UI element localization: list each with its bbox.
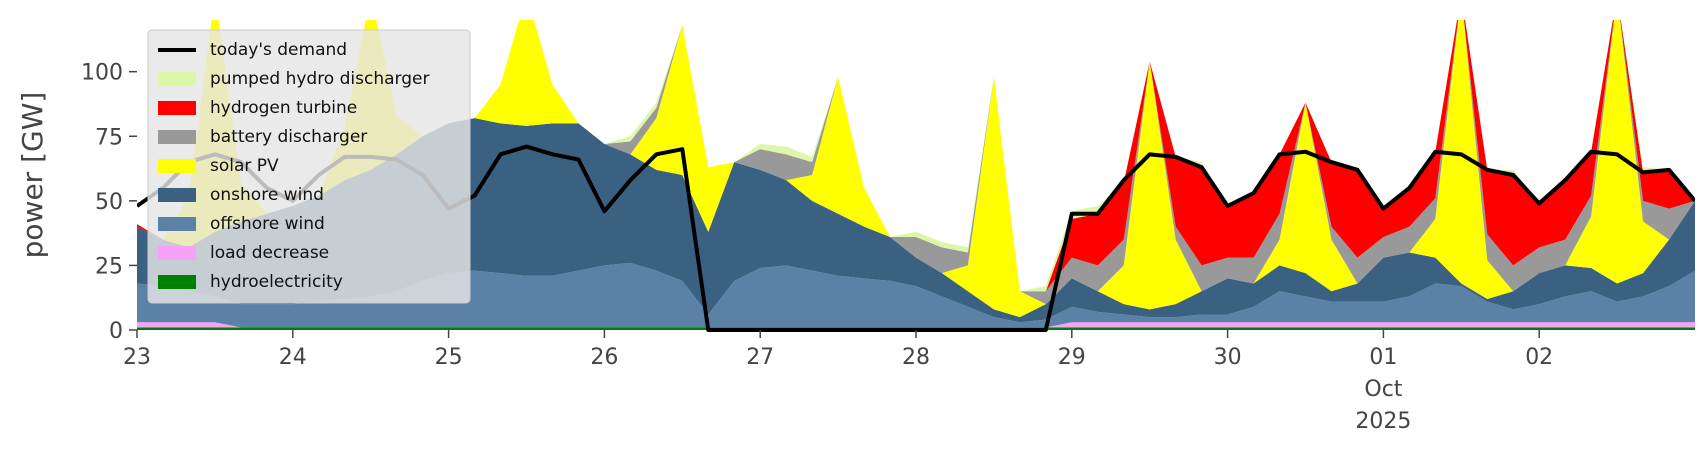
y-axis-label: power [GW] [16, 92, 49, 259]
legend-swatch [158, 188, 196, 202]
x-tick-label: 23 [123, 345, 151, 370]
area [137, 118, 1695, 323]
legend-label: battery discharger [210, 127, 367, 147]
legend-swatch [158, 101, 196, 115]
y-tick-label: 75 [95, 125, 123, 150]
y-tick-label: 25 [95, 254, 123, 279]
legend-label: solar PV [210, 156, 279, 176]
legend-label: offshore wind [210, 214, 325, 234]
y-tick-label: 50 [95, 190, 123, 215]
x-tick-year: 2025 [1355, 409, 1411, 434]
x-tick-label: 29 [1058, 345, 1086, 370]
legend-label: onshore wind [210, 185, 324, 205]
x-tick-month: Oct [1364, 377, 1402, 402]
y-tick-label: 100 [81, 61, 123, 86]
area [137, 262, 1695, 328]
x-tick-label: 27 [746, 345, 774, 370]
area [137, 20, 1695, 305]
axes: 0 25 50 75 100 23 24 25 26 27 28 29 30 01 Oct 2025 02 [81, 61, 1553, 434]
legend-label: today's demand [210, 40, 347, 60]
legend-swatch [158, 246, 196, 260]
x-tick-label: 30 [1214, 345, 1242, 370]
x-tick-label: 01 [1369, 345, 1397, 370]
x-tick-label: 28 [902, 345, 930, 370]
x-tick-label: 25 [435, 345, 463, 370]
area [137, 20, 1695, 318]
area [137, 20, 1695, 292]
legend-label: pumped hydro discharger [210, 69, 429, 89]
legend: today's demand pumped hydro discharger hyd… [147, 29, 471, 304]
legend-box [147, 29, 471, 304]
x-tick-label: 24 [279, 345, 307, 370]
legend-label: hydrogen turbine [210, 98, 357, 118]
area [137, 322, 1695, 328]
x-tick-label: 02 [1525, 345, 1553, 370]
legend-swatch [158, 159, 196, 173]
x-tick-label: 26 [590, 345, 618, 370]
legend-swatch [158, 72, 196, 86]
legend-label: hydroelectricity [210, 272, 343, 292]
plot-area [137, 20, 1695, 332]
legend-swatch [158, 217, 196, 231]
legend-swatch [158, 275, 196, 289]
legend-label: load decrease [210, 243, 329, 263]
y-tick-label: 0 [109, 319, 123, 344]
legend-swatch [158, 130, 196, 144]
